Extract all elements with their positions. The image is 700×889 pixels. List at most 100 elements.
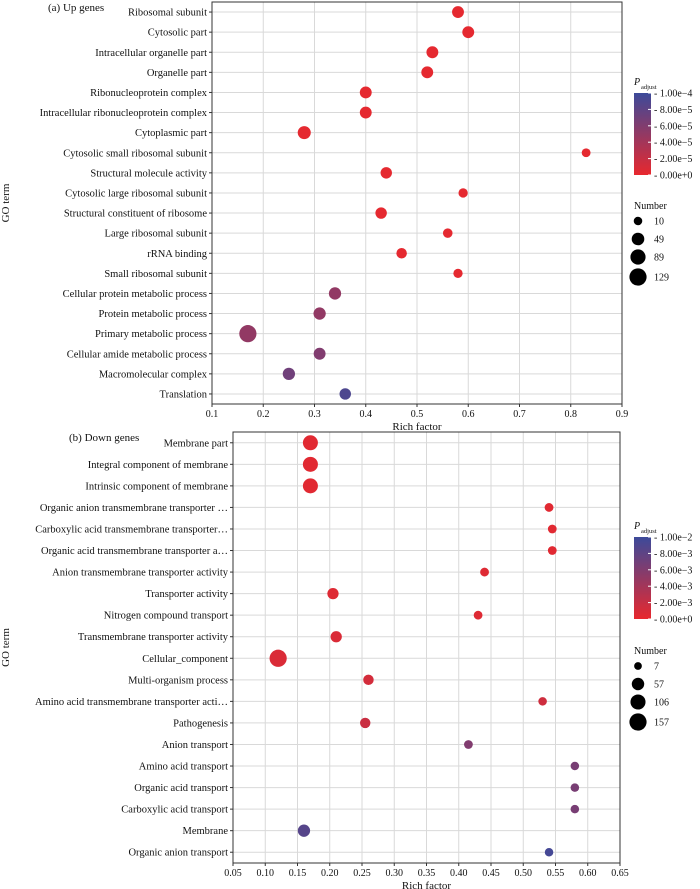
data-point: [462, 26, 475, 39]
y-tick-label: Macromolecular complex: [99, 369, 208, 380]
x-tick-label: 0.65: [611, 868, 629, 879]
y-tick-label: Pathogenesis: [173, 718, 228, 729]
data-point: [302, 435, 318, 451]
colorbar: [634, 93, 651, 175]
colorbar-tick-label: - 4.00e−5: [654, 138, 692, 149]
data-point: [544, 847, 554, 857]
y-tick-label: Organic anion transport: [128, 848, 228, 859]
y-tick-label: Multi-organism process: [128, 675, 228, 686]
data-point: [330, 631, 342, 643]
y-tick-label: Amino acid transmembrane transporter act…: [35, 697, 228, 708]
y-tick-label: Organic anion transmembrane transporter …: [40, 503, 228, 514]
y-tick-label: Membrane part: [164, 438, 229, 449]
colorbar-tick-label: - 6.00e−3: [654, 565, 692, 576]
colorbar-subscript: adjust: [641, 84, 657, 91]
colorbar-tick-label: - 4.00e−3: [654, 582, 692, 593]
size-legend-dot: [630, 694, 646, 710]
y-tick-label: Nitrogen compound transport: [104, 611, 228, 622]
x-tick-label: 0.35: [418, 868, 436, 879]
data-point: [363, 674, 374, 686]
data-point: [297, 824, 311, 837]
x-tick-label: 0.10: [257, 868, 275, 879]
data-point: [375, 207, 387, 219]
colorbar: [634, 537, 651, 619]
colorbar-title: P: [633, 521, 640, 532]
y-tick-label: Organic acid transmembrane transporter a…: [41, 546, 228, 557]
size-legend-title: Number: [634, 201, 667, 212]
y-axis-label: GO term: [0, 628, 12, 667]
data-point: [302, 478, 318, 494]
y-tick-label: Anion transport: [162, 740, 228, 751]
y-tick-label: Cellular_component: [142, 654, 228, 665]
y-tick-label: Ribonucleoprotein complex: [90, 88, 208, 99]
y-tick-label: Membrane: [183, 826, 229, 837]
size-legend-dot: [633, 216, 643, 226]
x-tick-label: 0.60: [579, 868, 597, 879]
data-point: [547, 524, 557, 534]
x-tick-label: 0.7: [513, 409, 526, 420]
data-point: [426, 46, 439, 59]
y-tick-label: Amino acid transport: [139, 762, 228, 773]
data-point: [269, 649, 287, 667]
y-tick-label: Intracellular organelle part: [95, 48, 207, 59]
y-tick-label: Organic acid transport: [134, 783, 228, 794]
data-point: [442, 228, 453, 238]
data-point: [360, 717, 371, 729]
colorbar-tick-label: - 0.00e+0: [654, 615, 692, 626]
data-point: [538, 697, 547, 706]
size-legend-dot: [631, 677, 645, 691]
plot-frame: [211, 1, 623, 405]
data-point: [282, 367, 296, 380]
x-tick-label: 0.50: [515, 868, 533, 879]
y-tick-label: Protein metabolic process: [99, 309, 207, 320]
size-legend-label: 89: [654, 253, 664, 264]
x-tick-label: 0.9: [616, 409, 629, 420]
x-tick-label: 0.1: [206, 409, 219, 420]
y-tick-label: Intracellular ribonucleoprotein complex: [40, 108, 208, 119]
size-legend-dot: [634, 662, 642, 670]
data-point: [380, 167, 392, 179]
plot-frame: [232, 431, 621, 864]
size-legend-dot: [631, 232, 645, 246]
size-legend-dot: [630, 249, 646, 265]
data-point: [453, 268, 463, 278]
x-tick-label: 0.15: [289, 868, 307, 879]
colorbar-title: P: [633, 77, 640, 88]
size-legend-label: 106: [654, 698, 669, 709]
y-tick-label: Organelle part: [147, 68, 207, 79]
data-point: [570, 804, 580, 814]
y-tick-label: Carboxylic acid transport: [121, 805, 228, 816]
data-point: [421, 66, 434, 79]
data-point: [581, 148, 591, 158]
x-tick-label: 0.20: [321, 868, 339, 879]
x-tick-label: 0.05: [224, 868, 242, 879]
y-tick-label: Large ribosomal subunit: [105, 229, 208, 240]
data-point: [359, 106, 372, 119]
colorbar-tick-label: - 8.00e−5: [654, 105, 692, 116]
y-tick-label: Integral component of membrane: [88, 460, 229, 471]
panel-up-genes: 0.1 0.2 0.3 0.4 0.5 0.6 0.7 0.8 0.9 Ribosomal sub…: [0, 1, 692, 433]
x-tick-label: 0.45: [482, 868, 500, 879]
colorbar-tick-label: - 0.00e+0: [654, 171, 692, 182]
data-point: [339, 388, 351, 400]
panel-down-genes: 0.05 0.10 0.15 0.20 0.25 0.30 0.35 0.40 0.45 0.50…: [0, 431, 692, 889]
y-tick-label: Primary metabolic process: [95, 329, 207, 340]
data-point: [297, 126, 311, 140]
data-point: [480, 567, 489, 577]
data-point: [458, 188, 468, 198]
x-tick-label: 0.2: [257, 409, 270, 420]
size-legend-dot: [629, 713, 647, 731]
size-legend-label: 7: [654, 662, 659, 673]
data-point: [313, 347, 326, 360]
size-legend-label: 129: [654, 273, 669, 284]
panel-title: (b) Down genes: [69, 432, 139, 444]
colorbar-tick-label: - 1.00e−2: [654, 533, 692, 544]
colorbar-tick-label: - 1.00e−4: [654, 89, 692, 100]
y-tick-label: Intrinsic component of membrane: [85, 481, 228, 492]
panel-title: (a) Up genes: [48, 2, 104, 14]
y-tick-label: Cytoplasmic part: [135, 128, 207, 139]
y-axis-label: GO term: [0, 183, 12, 222]
data-point: [464, 740, 473, 749]
size-legend-label: 157: [654, 718, 669, 729]
